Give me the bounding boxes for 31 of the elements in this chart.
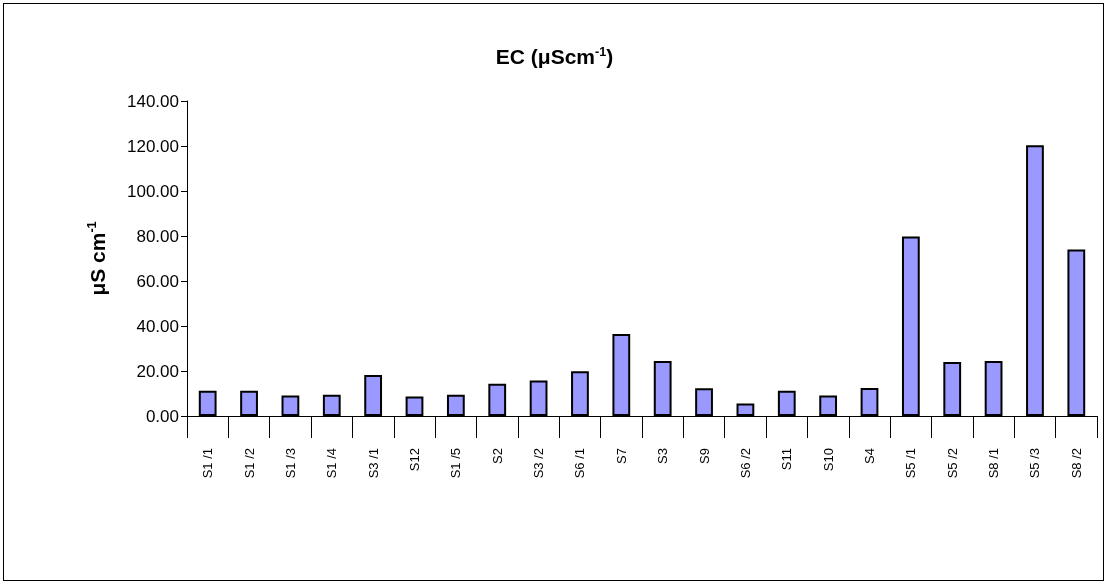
x-tick-label: S5 /1 bbox=[903, 448, 919, 479]
x-tick-label: S1 /4 bbox=[324, 448, 340, 479]
x-tick-label: S5 /3 bbox=[1027, 448, 1043, 479]
y-tick-label: 100.00 bbox=[127, 181, 179, 201]
y-tick-label: 60.00 bbox=[136, 271, 179, 291]
y-tick-label: 120.00 bbox=[127, 136, 179, 156]
x-tick-label: S1 /1 bbox=[200, 448, 216, 479]
x-tick-label: S7 bbox=[613, 448, 629, 464]
x-tick-label: S4 bbox=[862, 448, 877, 464]
y-tick-label: 140.00 bbox=[127, 91, 179, 111]
x-tick-label: S9 bbox=[696, 448, 712, 464]
x-tick-label: S11 bbox=[779, 448, 795, 471]
y-tick-label: 40.00 bbox=[136, 316, 179, 336]
y-tick-label: 80.00 bbox=[136, 226, 179, 246]
x-tick-label: S3 bbox=[655, 448, 671, 464]
y-tick-label: 20.00 bbox=[136, 361, 179, 381]
x-tick-label: S1 /2 bbox=[241, 448, 257, 479]
x-tick-label: S10 bbox=[820, 448, 836, 472]
x-tick-label: S6 /1 bbox=[572, 448, 588, 479]
x-tick-label: S5 /2 bbox=[944, 448, 960, 479]
y-axis-title: μS cm-1 bbox=[85, 221, 109, 296]
x-tick-label: S8 /1 bbox=[986, 448, 1002, 479]
x-tick-label: S6 /2 bbox=[737, 448, 753, 479]
y-tick-label: 0.00 bbox=[145, 406, 179, 426]
x-tick-label: S1 /3 bbox=[282, 448, 298, 479]
x-tick-label: S1 /5 bbox=[448, 448, 464, 479]
x-tick-label: S12 bbox=[407, 448, 422, 472]
x-tick-label: S2 bbox=[489, 448, 505, 464]
x-tick-label: S3 /1 bbox=[365, 448, 381, 479]
x-tick-label: S8 /2 bbox=[1068, 448, 1084, 479]
x-tick-label: S3 /2 bbox=[531, 448, 547, 479]
